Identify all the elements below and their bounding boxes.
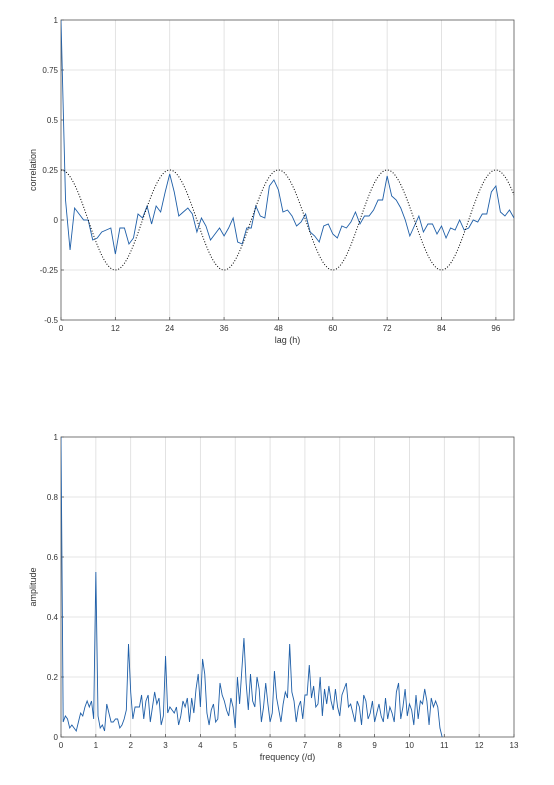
x-tick-label: 7	[303, 741, 308, 750]
x-tick-label: 11	[440, 741, 449, 750]
y-tick-label: -0.5	[44, 316, 58, 325]
x-tick-label: 13	[510, 741, 519, 750]
reference-cosine-line	[61, 169, 514, 271]
y-axis-label: correlation	[28, 149, 38, 191]
y-tick-label: 0.6	[47, 553, 59, 562]
x-tick-label: 0	[59, 741, 64, 750]
y-tick-label: 1	[54, 16, 59, 25]
x-tick-label: 84	[437, 324, 446, 333]
x-tick-label: 4	[198, 741, 203, 750]
x-tick-label: 96	[491, 324, 500, 333]
plot-frame	[60, 436, 515, 738]
x-tick-label: 5	[233, 741, 238, 750]
x-tick-label: 12	[475, 741, 484, 750]
x-tick-label: 48	[274, 324, 283, 333]
spectrum-chart: 0 1 2 3 4 5 6 7 8 9 10 11 12 1300.20.40.60.81frequenc…	[28, 433, 519, 762]
x-tick-label: 2	[128, 741, 133, 750]
x-tick-label: 3	[163, 741, 168, 750]
x-tick-label: 72	[383, 324, 392, 333]
y-tick-label: -0.25	[40, 266, 59, 275]
y-tick-label: 0.25	[42, 166, 58, 175]
y-tick-label: 0.75	[42, 66, 58, 75]
x-axis-label: lag (h)	[275, 335, 301, 345]
x-axis-label: frequency (/d)	[260, 752, 316, 762]
y-tick-label: 1	[54, 433, 59, 442]
y-tick-label: 0	[54, 216, 59, 225]
x-tick-label: 36	[220, 324, 229, 333]
autocorrelation-chart: 0 12 24 36 48 60 72 84 96 -0.5 -0.25 0 0.25 0.5 0.75 1 l…	[28, 16, 515, 345]
x-tick-label: 9	[372, 741, 377, 750]
x-tick-label: 8	[338, 741, 343, 750]
y-tick-label: 0.8	[47, 493, 59, 502]
y-axis-label: amplitude	[28, 567, 38, 606]
x-tick-label: 0	[59, 324, 64, 333]
y-tick-label: 0.2	[47, 673, 59, 682]
x-tick-label: 24	[165, 324, 174, 333]
series-line	[61, 437, 443, 737]
y-tick-label: 0	[54, 733, 59, 742]
x-tick-label: 1	[94, 741, 99, 750]
series-line	[61, 20, 514, 255]
y-tick-label: 0.4	[47, 613, 59, 622]
y-tick-label: 0.5	[47, 116, 59, 125]
x-tick-label: 60	[328, 324, 337, 333]
x-tick-label: 12	[111, 324, 120, 333]
x-tick-label: 6	[268, 741, 273, 750]
x-tick-label: 10	[405, 741, 414, 750]
